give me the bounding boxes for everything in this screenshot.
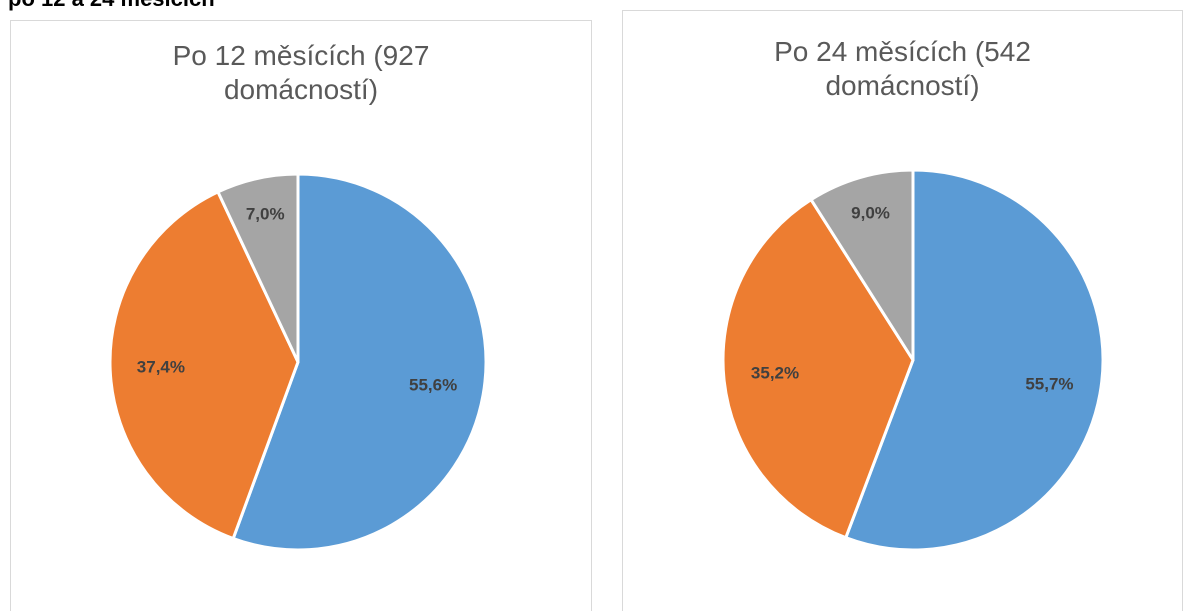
chart-panel: Po 12 měsících (927 domácností) 55,6% 37,…: [10, 20, 592, 611]
pie-slice: [721, 198, 915, 540]
pie-slice: [231, 172, 488, 552]
data-label: 37,4%: [137, 358, 185, 377]
data-label: 55,7%: [1025, 374, 1073, 393]
pie-slice: [108, 190, 300, 540]
data-label: 7,0%: [246, 205, 285, 224]
pie-slice: [809, 168, 915, 362]
data-label: 55,6%: [409, 376, 457, 395]
chart-title: Po 12 měsících (927 domácností): [172, 40, 430, 105]
chart-panel: Po 24 měsících (542 domácností) 55,7% 35,…: [622, 10, 1183, 611]
pie: 55,6% 37,4% 7,0%: [108, 172, 488, 552]
heading: po 12 a 24 měsících: [8, 0, 215, 12]
pie: 55,7% 35,2% 9,0%: [721, 168, 1105, 552]
data-label: 9,0%: [851, 204, 890, 223]
pie-slice: [216, 172, 300, 364]
data-label: 35,2%: [751, 364, 799, 383]
chart-title: Po 24 měsících (542 domácností): [774, 36, 1031, 101]
pie-slice: [844, 168, 1105, 552]
